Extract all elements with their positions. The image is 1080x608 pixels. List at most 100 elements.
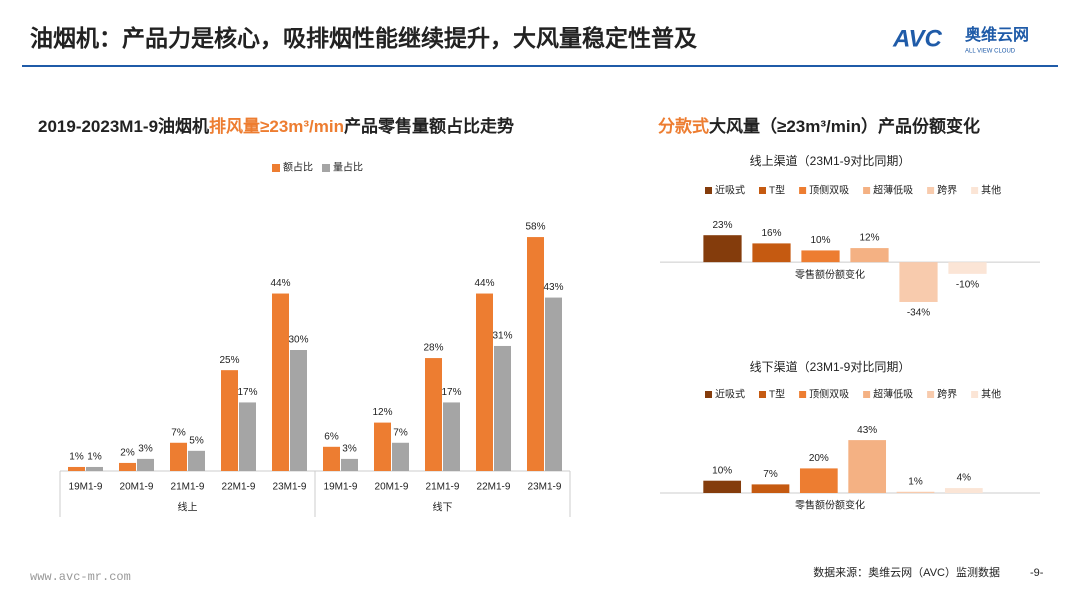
data-label: 10% [810, 235, 830, 246]
data-label: 16% [761, 228, 781, 239]
legend-swatch [927, 187, 935, 194]
bar [799, 468, 838, 493]
legend-label: 跨界 [937, 389, 957, 401]
title-highlight: 排风量≥23m³/min [209, 116, 344, 136]
bar [896, 491, 935, 493]
logo: AVC [892, 25, 943, 52]
legend-swatch [799, 391, 807, 398]
legend-label: 近吸式 [715, 388, 745, 401]
bar [374, 422, 391, 471]
legend-label: 超薄低吸 [873, 184, 913, 197]
bar [948, 262, 987, 274]
data-label: 1% [87, 452, 102, 463]
data-label: 1% [69, 452, 84, 463]
group-label: 线上 [178, 501, 198, 514]
bar [703, 480, 742, 493]
x-tick-label: 19M1-9 [69, 482, 103, 493]
legend-swatch [759, 187, 766, 194]
bar [341, 458, 358, 471]
legend-label: 顶侧双吸 [809, 388, 849, 401]
legend-label: T型 [769, 184, 785, 197]
bar [545, 297, 562, 471]
x-tick-label: 21M1-9 [426, 482, 460, 493]
bar [392, 442, 409, 471]
legend-swatch [799, 187, 807, 194]
chart-title: 2019-2023M1-9油烟机排风量≥23m³/min产品零售量额占比走势 [38, 116, 514, 136]
bar [188, 450, 205, 471]
data-label: 31% [492, 331, 512, 342]
x-tick-label: 20M1-9 [120, 482, 154, 493]
bar [239, 402, 256, 471]
x-axis-label: 零售额份额变化 [795, 499, 865, 512]
bar [443, 402, 460, 471]
legend-swatch [705, 391, 712, 398]
chart-title: 线下渠道（23M1-9对比同期） [750, 360, 911, 374]
chart-title: 线上渠道（23M1-9对比同期） [750, 154, 911, 168]
data-label: 3% [138, 444, 153, 455]
legend-label: 顶侧双吸 [809, 184, 849, 197]
legend-swatch [863, 391, 871, 398]
legend-label: 其他 [981, 184, 1001, 197]
data-label: -34% [907, 308, 930, 319]
data-label: 10% [712, 465, 732, 476]
bar [944, 488, 983, 493]
bar [272, 293, 289, 471]
legend-swatch [927, 391, 935, 398]
data-label: 7% [171, 427, 186, 438]
legend-label: 超薄低吸 [873, 388, 913, 401]
bar [494, 345, 511, 471]
x-axis-label: 零售额份额变化 [795, 268, 865, 281]
bar [527, 237, 544, 471]
bar [752, 243, 791, 263]
x-tick-label: 23M1-9 [528, 482, 562, 493]
x-tick-label: 19M1-9 [324, 482, 358, 493]
data-label: 28% [423, 343, 443, 354]
slide-title: 油烟机：产品力是核心，吸排烟性能继续提升，大风量稳定性普及 [30, 25, 697, 51]
bar [221, 370, 238, 471]
legend-label: 量占比 [333, 161, 363, 174]
legend-label: 额占比 [283, 161, 313, 174]
x-tick-label: 21M1-9 [171, 482, 205, 493]
website: www.avc-mr.com [30, 570, 131, 584]
legend-swatch [705, 187, 712, 194]
bar [751, 484, 790, 493]
x-tick-label: 22M1-9 [222, 482, 256, 493]
logo-en: ALL VIEW CLOUD [965, 49, 1016, 55]
data-label: 44% [474, 278, 494, 289]
bar [86, 466, 103, 471]
data-label: 2% [120, 448, 135, 459]
data-label: 43% [543, 282, 563, 293]
data-label: 7% [763, 469, 778, 480]
legend-swatch [863, 187, 871, 194]
bar [848, 440, 887, 493]
data-label: 12% [859, 233, 879, 244]
group-label: 线下 [433, 501, 453, 514]
data-label: 23% [712, 220, 732, 231]
data-label: 1% [908, 476, 923, 487]
bar [425, 358, 442, 471]
legend-swatch [759, 391, 766, 398]
legend-swatch [272, 164, 280, 172]
data-label: 3% [342, 444, 357, 455]
legend-label: 其他 [981, 388, 1001, 401]
x-tick-label: 22M1-9 [477, 482, 511, 493]
section-title: 分款式大风量（≥23m³/min）产品份额变化 [658, 116, 980, 136]
source: 数据来源：奥维云网（AVC）监测数据 [813, 565, 1000, 579]
data-label: 5% [189, 435, 204, 446]
data-label: 20% [809, 453, 829, 464]
data-label: 58% [525, 222, 545, 233]
bar [323, 446, 340, 471]
title-part: 2019-2023M1-9油烟机 [38, 116, 209, 136]
data-label: 44% [270, 278, 290, 289]
legend-swatch [971, 391, 979, 398]
logo-cn: 奥维云网 [965, 25, 1029, 44]
legend-label: 跨界 [937, 185, 957, 197]
bar [899, 262, 938, 302]
legend-label: 近吸式 [715, 184, 745, 197]
data-label: 17% [441, 387, 461, 398]
data-label: 6% [324, 431, 339, 442]
data-label: 17% [237, 387, 257, 398]
legend-swatch [971, 187, 979, 194]
data-label: 7% [393, 427, 408, 438]
